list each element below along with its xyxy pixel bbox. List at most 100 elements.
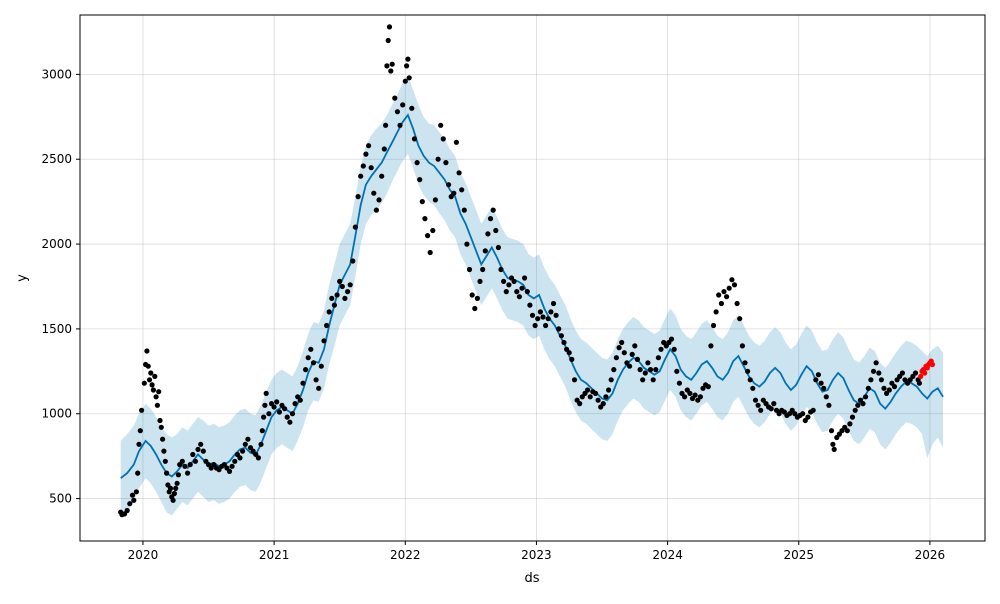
recent-point [922,370,928,376]
observed-point [818,380,824,386]
observed-point [321,338,327,344]
observed-point [158,424,164,430]
observed-point [810,407,816,413]
observed-point [713,309,719,315]
observed-point [386,24,393,30]
observed-point [161,448,167,454]
observed-point [258,441,264,447]
observed-point [750,385,756,391]
observed-point [355,194,361,200]
observed-point [815,372,822,378]
observed-point [876,370,882,376]
observed-point [650,377,656,383]
observed-point [629,351,635,357]
grid-layer [80,15,985,541]
observed-point [297,397,303,403]
observed-point [826,402,832,408]
observed-point [139,407,145,413]
observed-point [337,278,343,284]
observed-point [276,409,282,415]
observed-point [200,448,206,454]
y-tick-label: 1500 [41,322,72,336]
observed-point [480,266,486,273]
observed-point [474,295,480,301]
observed-point [255,455,261,461]
observed-point [136,441,142,447]
observed-point [860,401,866,407]
observed-point [397,122,403,128]
x-tick-label: 2026 [915,548,946,562]
observed-point [734,300,740,307]
observed-point [529,312,536,318]
observed-point [747,377,753,383]
observed-point [671,346,677,352]
y-tick-label: 2500 [41,152,72,166]
observed-point [289,411,296,417]
observed-point [490,207,496,213]
observed-point [600,401,606,407]
observed-point [153,394,159,400]
observed-point [240,448,246,454]
observed-point [852,407,858,413]
observed-point [422,216,428,222]
observed-point [516,294,523,300]
observed-point [226,468,233,474]
observed-point [383,122,389,128]
observed-point [676,380,683,386]
observed-point [135,470,141,476]
observed-point [821,385,827,391]
observed-point [331,302,337,308]
x-tick-label: 2023 [521,548,552,562]
observed-point [137,428,143,434]
observed-point [724,294,730,300]
observed-point [545,316,551,322]
observed-point [129,492,136,498]
observed-point [284,414,290,420]
observed-point [435,156,441,162]
observed-point [611,367,617,373]
observed-point [642,370,648,376]
observed-point [637,367,643,373]
plot-frame [79,14,986,542]
observed-point [540,314,546,320]
observed-point [498,266,504,273]
observed-point [558,333,565,339]
observed-point [152,373,158,379]
band-layer [120,76,943,516]
x-tick-label: 2021 [259,548,290,562]
y-axis-label: y [15,274,30,282]
observed-point [461,207,467,213]
observed-point [577,401,583,407]
observed-point [430,227,436,234]
observed-point [425,233,431,239]
observed-point [148,370,154,376]
observed-point [608,377,614,383]
y-axis: 500 1000 1500 2000 2500 3000 [41,67,80,506]
x-tick-label: 2022 [390,548,421,562]
observed-point [485,231,491,237]
observed-point [716,292,722,298]
observed-point [164,470,170,476]
observed-point [411,136,418,142]
observed-point [127,501,133,507]
observed-point [459,187,465,193]
observed-point [831,446,837,452]
observed-point [627,363,633,369]
observed-point [731,282,738,288]
observed-point [451,190,457,196]
observed-point [310,360,317,366]
observed-point [739,343,746,349]
observed-point [477,278,483,284]
observed-point [800,411,806,417]
observed-point [185,470,191,476]
observed-point [124,507,130,514]
observed-point [464,241,470,247]
observed-point [385,37,391,44]
observed-point [878,377,885,383]
observed-point [634,356,641,362]
observed-point [363,151,369,157]
observed-point [653,367,659,373]
observed-point [170,497,176,503]
